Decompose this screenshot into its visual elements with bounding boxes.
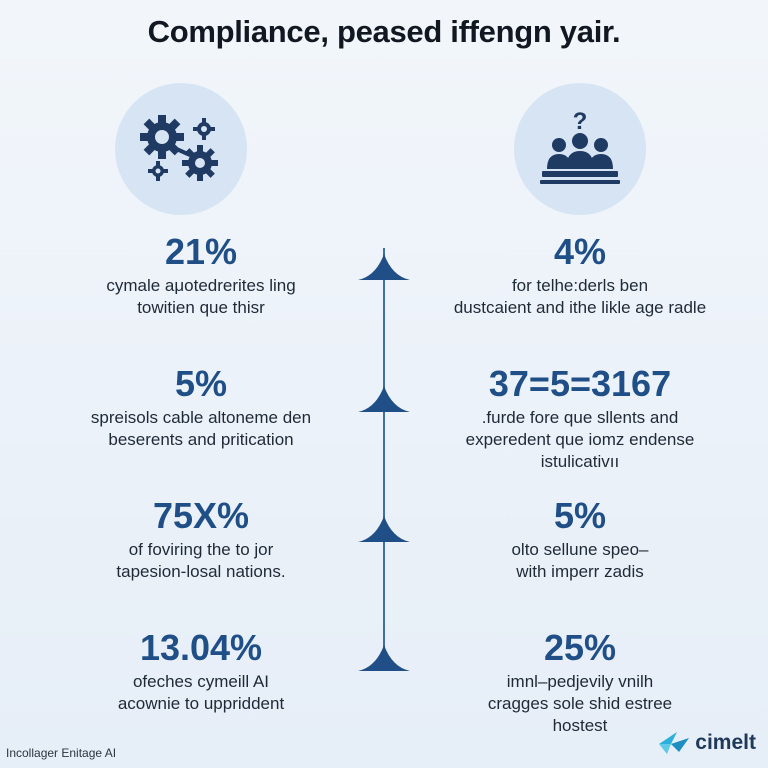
stat-description: of foviring the to jor tapesion-losal na… bbox=[116, 540, 286, 581]
stat-value: 37=5=3167 bbox=[488, 363, 672, 404]
stat-description: imnl–pedjevily vnilh cragges sole shid e… bbox=[487, 672, 673, 735]
brand-name: cimelt bbox=[695, 731, 756, 754]
group-question-icon: ? bbox=[540, 108, 620, 184]
timeline-marker bbox=[358, 386, 410, 412]
stat-block: 5% olto sellune speo– with imperr zadis bbox=[415, 496, 745, 583]
stat-value: 5% bbox=[553, 495, 607, 536]
timeline-marker bbox=[358, 516, 410, 542]
stat-block: 13.04% ofeches cymeill AI acownie to upp… bbox=[36, 628, 366, 715]
stat-description: for telhe:derls ben dustcaient and ithe … bbox=[453, 276, 707, 317]
stat-description: olto sellune speo– with imperr zadis bbox=[511, 540, 649, 581]
stat-value: 5% bbox=[174, 363, 228, 404]
stat-description: cymale aμotedrerites ling towitien que t… bbox=[106, 276, 296, 317]
stat-block: 4% for telhe:derls ben dustcaient and it… bbox=[415, 232, 745, 319]
stat-block: 25% imnl–pedjevily vnilh cragges sole sh… bbox=[415, 628, 745, 737]
brand-logo: cimelt bbox=[657, 730, 756, 756]
stat-block: 21% cymale aμotedrerites ling towitien q… bbox=[36, 232, 366, 319]
stat-value: 4% bbox=[553, 231, 607, 272]
stat-value: 21% bbox=[164, 231, 238, 272]
svg-text:?: ? bbox=[573, 108, 588, 135]
stat-block: 5% spreisols cable altoneme den beserent… bbox=[36, 364, 366, 451]
stat-block: 37=5=3167 .furde fore que sllents and ex… bbox=[415, 364, 745, 473]
stat-description: spreisols cable altoneme den beserents a… bbox=[90, 408, 312, 449]
timeline-line bbox=[383, 248, 385, 664]
bird-logo-icon bbox=[659, 732, 690, 754]
left-icon-circle bbox=[115, 83, 247, 215]
page-title: Compliance, peased iffengn yair. bbox=[147, 14, 621, 49]
right-icon-circle: ? bbox=[514, 83, 646, 215]
footer-credit: Incollager Enitage AI bbox=[6, 746, 117, 760]
stat-value: 75X% bbox=[152, 495, 250, 536]
stat-block: 75X% of foviring the to jor tapesion-los… bbox=[36, 496, 366, 583]
stat-description: ofeches cymeill AI acownie to uppriddent bbox=[117, 672, 285, 713]
stat-value: 13.04% bbox=[139, 627, 263, 668]
gears-icon bbox=[140, 115, 218, 181]
stat-value: 25% bbox=[543, 627, 617, 668]
timeline-marker bbox=[358, 254, 410, 280]
timeline-marker bbox=[358, 645, 410, 671]
stat-description: .furde fore que sllents and experedent q… bbox=[465, 408, 695, 471]
